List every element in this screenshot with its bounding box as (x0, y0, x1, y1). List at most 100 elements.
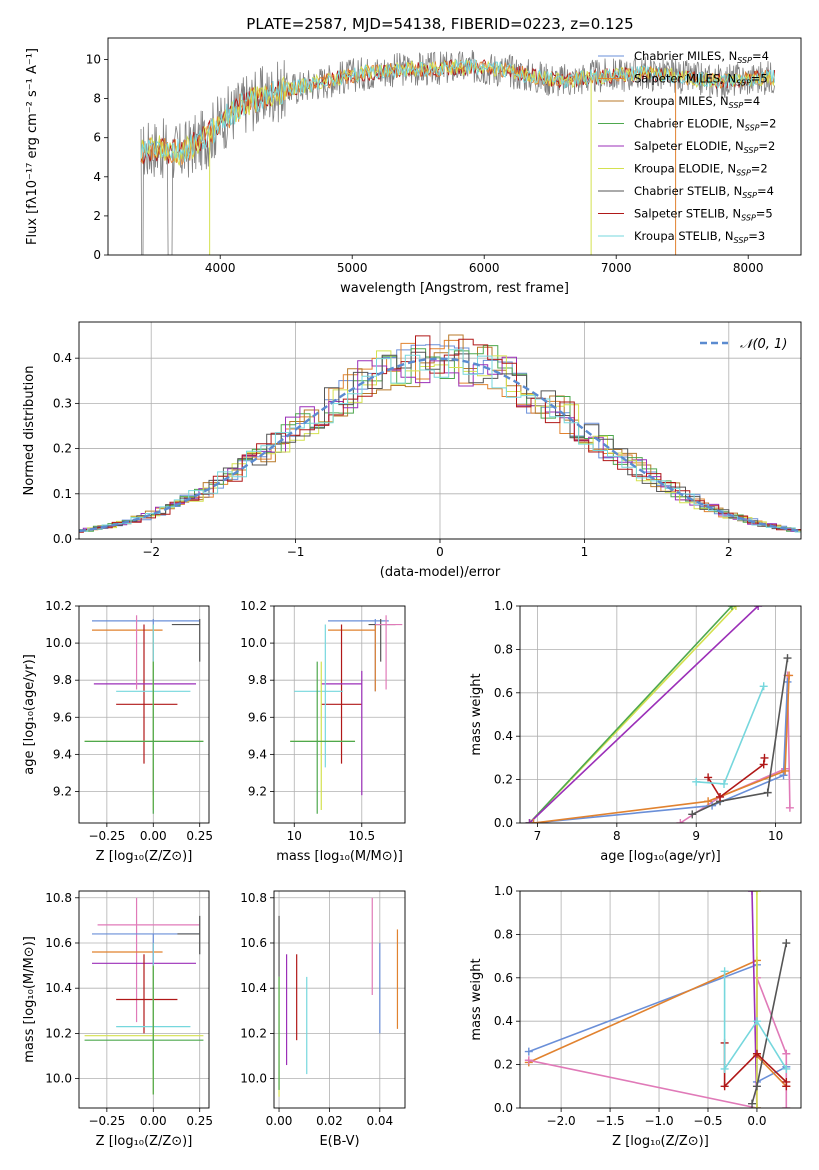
histogram-step-line (79, 349, 801, 533)
legend-label: Salpeter STELIB, NSSP=5 (634, 207, 773, 223)
y-tick-label: 10.0 (240, 1072, 267, 1086)
weight-marker (783, 654, 792, 663)
weight-line (696, 685, 765, 785)
residuals-frame (78, 321, 802, 540)
weight-marker (759, 682, 768, 691)
x-tick-label: 10 (287, 829, 302, 843)
weight-marker (524, 1047, 533, 1056)
x-tick-label: −0.25 (88, 1114, 125, 1128)
y-tick-label: 0.2 (494, 1058, 513, 1072)
spectrum-data-line (140, 49, 775, 255)
legend-label-main: Chabrier MILES, N (634, 49, 737, 63)
weight-line (751, 891, 758, 1108)
weight-marker (782, 1064, 791, 1073)
age_vs_mass-frame (273, 605, 406, 824)
y-tick-label: 0.6 (494, 971, 513, 985)
weight-line (707, 757, 766, 799)
errorbar-point (290, 661, 356, 814)
x-tick-label: 10.5 (348, 829, 375, 843)
weight-line (691, 657, 789, 816)
y-axis-label: Normed distribution (22, 366, 37, 496)
errorbar-point (97, 897, 200, 1023)
legend-label-main: Kroupa STELIB, N (634, 229, 734, 243)
legend-label-subscript: SSP (737, 56, 752, 65)
x-axis-label: Z [log₁₀(Z/Z⊙)] (96, 1134, 193, 1149)
legend-label-main: Salpeter ELODIE, N (634, 139, 744, 153)
weight-marker (727, 606, 736, 610)
y-tick-label: 6 (93, 131, 101, 145)
x-tick-label: 0.00 (266, 1114, 293, 1128)
errorbar-point (321, 670, 363, 796)
weight-line (533, 675, 790, 823)
legend-label: 𝒩(0, 1) (740, 337, 787, 352)
errorbar-point (171, 618, 201, 662)
y-axis-label: age [log₁₀(age/yr)] (22, 654, 37, 775)
y-tick-label: 10.2 (45, 599, 72, 613)
weight-marker (782, 1049, 791, 1058)
weight-marker (782, 1082, 791, 1091)
y-tick-label: 0.0 (494, 816, 513, 830)
legend-label: Salpeter MILES, NSSP=5 (634, 72, 768, 88)
y-axis-label: Flux [fλ10⁻¹⁷ erg cm⁻² s⁻¹ A⁻¹] (25, 48, 40, 245)
y-tick-label: 9.6 (53, 710, 72, 724)
legend-label-value: =5 (751, 72, 768, 86)
legend-label-subscript: SSP (734, 236, 749, 245)
y-tick-label: 10.6 (240, 936, 267, 950)
weight-marker (524, 1056, 533, 1065)
x-tick-label: 0.04 (366, 1114, 393, 1128)
normal-reference-curve (79, 357, 801, 533)
histogram-step-line (79, 351, 801, 533)
y-tick-label: 8 (93, 92, 101, 106)
legend-label-value: =4 (757, 184, 774, 198)
errorbar-point (92, 942, 163, 1029)
y-axis-label: mass [log₁₀(M/M⊙)] (22, 936, 37, 1063)
y-tick-label: 10.4 (45, 981, 72, 995)
x-axis-label: mass [log₁₀(M/M⊙)] (276, 849, 403, 864)
y-tick-label: 10.2 (45, 1026, 72, 1040)
weight-marker (692, 777, 701, 786)
legend-label: Kroupa MILES, NSSP=4 (634, 94, 760, 110)
y-tick-label: 9.2 (248, 784, 267, 798)
spectrum-frame (107, 37, 802, 256)
legend-label-main: Salpeter STELIB, N (634, 207, 741, 221)
spectrum-axes: 4000 5000 6000 7000 8000 0 2 4 6 8 10 wavelength [A… (25, 48, 763, 296)
y-tick-label: 0.0 (494, 1101, 513, 1115)
legend-label-subscript: SSP (745, 124, 760, 133)
weight-marker (731, 606, 740, 610)
weight-marker (759, 760, 768, 769)
weight-line (533, 681, 789, 823)
x-tick-label: −2 (142, 545, 160, 559)
weight-marker (783, 677, 792, 686)
x-tick-label: −1.5 (596, 1114, 625, 1128)
legend-label: Salpeter ELODIE, NSSP=2 (634, 139, 775, 155)
weight-marker (704, 797, 713, 806)
model-spectrum-line (140, 58, 776, 162)
x-tick-label: 9 (692, 829, 700, 843)
x-axis-label: Z [log₁₀(Z/Z⊙)] (612, 1134, 709, 1149)
legend-label-main: Kroupa ELODIE, N (634, 162, 736, 176)
x-tick-label: −2.0 (547, 1114, 576, 1128)
y-tick-label: 0.4 (494, 729, 513, 743)
weight-marker (763, 788, 772, 797)
figure-title: PLATE=2587, MJD=54138, FIBERID=0223, z=0… (246, 15, 633, 33)
x-axis-label: E(B-V) (319, 1134, 359, 1149)
legend-label-main: Chabrier ELODIE, N (634, 117, 745, 131)
legend-label-subscript: SSP (736, 169, 751, 178)
errorbar-point (92, 624, 163, 692)
y-axis-label: mass weight (469, 673, 484, 755)
legend-label-value: =2 (751, 162, 768, 176)
y-tick-label: 9.6 (248, 710, 267, 724)
legend-label-value: =3 (748, 229, 765, 243)
weight-marker (720, 1064, 729, 1073)
y-tick-label: 9.8 (53, 673, 72, 687)
x-tick-label: 7 (534, 829, 542, 843)
y-tick-label: 9.8 (248, 673, 267, 687)
y-tick-label: 9.2 (53, 784, 72, 798)
x-tick-label: −1.0 (644, 1114, 673, 1128)
errorbar-point (116, 954, 178, 1034)
weight-marker (779, 771, 788, 780)
x-tick-label: 6000 (469, 261, 500, 275)
legend-label-main: Salpeter MILES, N (634, 72, 736, 86)
legend-label-value: =4 (743, 94, 760, 108)
errorbar-point (93, 670, 196, 796)
